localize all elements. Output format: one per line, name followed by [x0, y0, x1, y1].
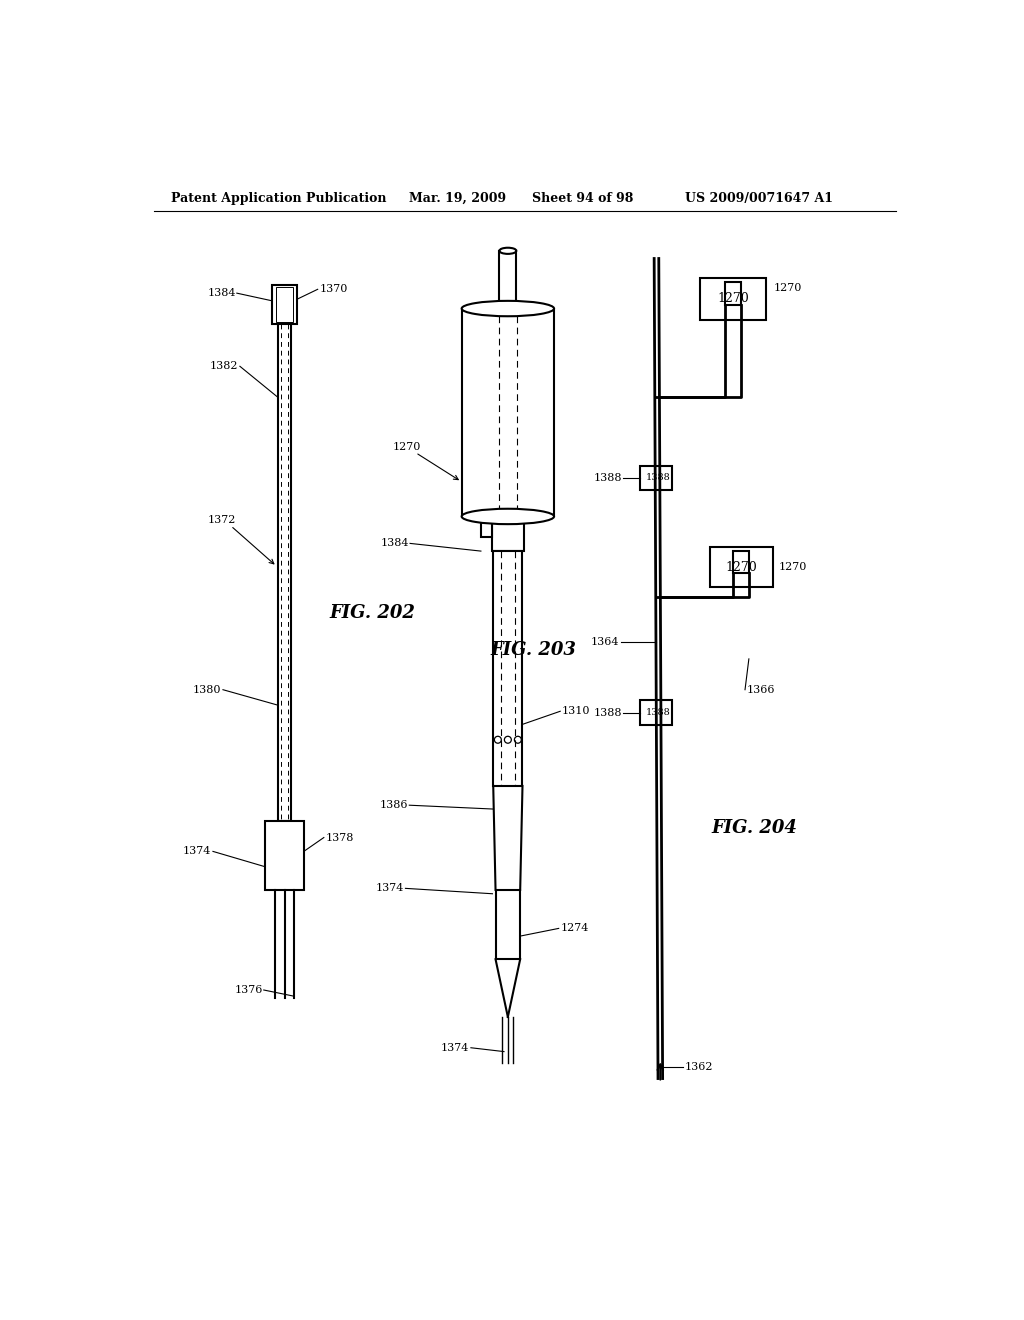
- Text: 1270: 1270: [725, 561, 757, 574]
- Text: 1384: 1384: [208, 288, 237, 298]
- Text: FIG. 204: FIG. 204: [712, 820, 798, 837]
- Text: FIG. 202: FIG. 202: [330, 603, 415, 622]
- Bar: [640, 701, 672, 725]
- Bar: [710, 548, 773, 587]
- Text: FIG. 203: FIG. 203: [490, 640, 577, 659]
- Bar: [265, 821, 304, 890]
- Text: 1374: 1374: [376, 883, 403, 894]
- Text: 1374: 1374: [441, 1043, 469, 1053]
- Text: 1364: 1364: [591, 638, 620, 647]
- Text: Sheet 94 of 98: Sheet 94 of 98: [532, 191, 634, 205]
- Text: 1270: 1270: [779, 561, 807, 572]
- Bar: [481, 520, 492, 537]
- Bar: [700, 277, 766, 321]
- Text: 1274: 1274: [560, 924, 589, 933]
- Text: 1386: 1386: [379, 800, 408, 810]
- Ellipse shape: [462, 508, 554, 524]
- Text: 1270: 1270: [717, 293, 749, 305]
- Bar: [725, 281, 740, 305]
- Text: 1388: 1388: [646, 709, 671, 717]
- Bar: [492, 516, 524, 552]
- Text: 1384: 1384: [381, 539, 410, 548]
- Text: 1388: 1388: [646, 474, 671, 482]
- Text: 1362: 1362: [685, 1063, 714, 1072]
- Text: 1388: 1388: [593, 473, 622, 483]
- Bar: [462, 309, 554, 516]
- Text: 1388: 1388: [593, 708, 622, 718]
- Text: 1370: 1370: [319, 284, 347, 294]
- Text: 1270: 1270: [392, 442, 421, 453]
- Bar: [272, 285, 297, 323]
- Bar: [733, 552, 749, 573]
- Bar: [278, 323, 292, 821]
- Text: 1378: 1378: [326, 833, 353, 842]
- Text: 1372: 1372: [208, 515, 236, 525]
- Text: 1366: 1366: [746, 685, 775, 694]
- Bar: [500, 251, 516, 309]
- Bar: [494, 552, 522, 785]
- Text: Mar. 19, 2009: Mar. 19, 2009: [410, 191, 507, 205]
- Ellipse shape: [462, 301, 554, 317]
- Text: 1382: 1382: [210, 362, 239, 371]
- Text: Patent Application Publication: Patent Application Publication: [171, 191, 386, 205]
- Text: 1376: 1376: [234, 985, 263, 995]
- Text: 1374: 1374: [183, 846, 211, 857]
- Text: US 2009/0071647 A1: US 2009/0071647 A1: [685, 191, 833, 205]
- Bar: [496, 890, 520, 960]
- Bar: [276, 286, 293, 322]
- Ellipse shape: [500, 248, 516, 253]
- Text: 1270: 1270: [773, 282, 802, 293]
- Text: 1380: 1380: [193, 685, 221, 694]
- Bar: [640, 466, 672, 490]
- Text: 1310: 1310: [562, 706, 590, 717]
